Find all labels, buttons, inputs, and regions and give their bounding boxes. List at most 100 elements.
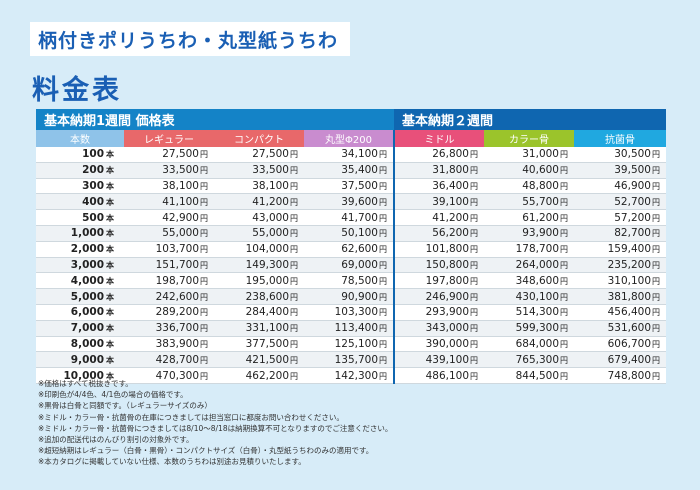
price-table-body: 100 本 27,500円 27,500円 34,100円 26,800円 31,000円 3… [36,147,666,384]
yen-unit: 円 [290,292,298,302]
price-cell: 531,600円 [574,320,666,337]
price-cell: 82,700円 [574,225,666,242]
price-value: 101,800 [425,243,469,256]
price-cell: 679,400円 [574,351,666,369]
yen-unit: 円 [560,324,568,334]
yen-unit: 円 [290,245,298,255]
price-value: 50,100 [341,227,378,240]
price-value: 439,100 [425,353,469,366]
price-value: 48,800 [522,179,559,192]
price-cell: 428,700円 [124,351,214,369]
price-value: 159,400 [607,243,651,256]
quantity-value: 500 [82,211,104,224]
quantity-value: 7,000 [70,322,104,335]
table-row: 500 本 42,900円 43,000円 41,700円 41,200円 61,200円 5… [36,209,666,226]
yen-unit: 円 [652,245,660,255]
quantity-value: 2,000 [70,243,104,256]
price-value: 684,000 [515,337,559,350]
table-row: 5,000 本 242,600円 238,600円 90,900円 246,900円 430… [36,288,666,305]
price-cell: 31,000円 [484,147,574,163]
yen-unit: 円 [470,229,478,239]
price-cell: 46,900円 [574,178,666,195]
price-cell: 61,200円 [484,209,574,226]
quantity-value: 8,000 [70,337,104,350]
price-cell: 78,500円 [304,272,394,290]
column-header: コンパクト [214,130,304,147]
yen-unit: 円 [560,260,568,270]
price-value: 514,300 [515,306,559,319]
yen-unit: 円 [560,213,568,223]
price-cell: 36,400円 [393,178,484,195]
price-value: 142,300 [334,369,378,382]
price-cell: 26,800円 [393,147,484,163]
quantity-value: 100 [82,148,104,161]
price-cell: 34,100円 [304,147,394,163]
price-cell: 178,700円 [484,241,574,258]
yen-unit: 円 [200,181,208,191]
price-value: 82,700 [614,227,651,240]
price-cell: 844,500円 [484,367,574,384]
yen-unit: 円 [560,245,568,255]
price-value: 26,800 [432,148,469,161]
yen-unit: 円 [290,197,298,207]
column-header: ミドル [393,130,484,147]
price-cell: 421,500円 [214,351,304,369]
price-cell: 103,300円 [304,304,394,321]
yen-unit: 円 [560,355,568,365]
price-cell: 765,300円 [484,351,574,369]
price-cell: 456,400円 [574,304,666,321]
price-value: 103,700 [155,243,199,256]
quantity-cell: 10,000 本 [36,367,124,384]
note-item: ※印刷色が4/4色、4/1色の場合の価格です。 [38,390,188,400]
price-value: 679,400 [607,353,651,366]
price-value: 242,600 [155,290,199,303]
quantity-cell: 8,000 本 [36,336,124,353]
yen-unit: 円 [200,308,208,318]
price-cell: 343,000円 [393,320,484,337]
price-value: 150,800 [425,258,469,271]
price-cell: 41,100円 [124,193,214,211]
price-table: 本数 レギュラー コンパクト 丸型Φ200 ミドル カラー骨 抗菌骨 100 本 27,500円… [36,130,666,384]
price-value: 41,700 [341,211,378,224]
note-item: ※黒骨は白骨と同額です。（レギュラーサイズのみ） [38,401,212,411]
price-value: 78,500 [341,274,378,287]
price-cell: 38,100円 [214,178,304,195]
yen-unit: 円 [470,245,478,255]
price-cell: 348,600円 [484,272,574,290]
table-row: 300 本 38,100円 38,100円 37,500円 36,400円 48,800円 4… [36,178,666,195]
price-value: 93,900 [522,227,559,240]
quantity-cell: 500 本 [36,209,124,226]
price-cell: 135,700円 [304,351,394,369]
yen-unit: 円 [379,308,387,318]
price-cell: 246,900円 [393,288,484,305]
yen-unit: 円 [470,324,478,334]
price-value: 104,000 [245,243,289,256]
price-value: 310,100 [607,274,651,287]
quantity-unit: 本 [106,324,114,334]
price-cell: 381,800円 [574,288,666,305]
price-cell: 41,200円 [393,209,484,226]
price-value: 35,400 [341,164,378,177]
yen-unit: 円 [290,213,298,223]
yen-unit: 円 [652,229,660,239]
price-value: 606,700 [607,337,651,350]
quantity-unit: 本 [106,150,114,160]
yen-unit: 円 [470,213,478,223]
yen-unit: 円 [379,181,387,191]
yen-unit: 円 [560,371,568,381]
price-cell: 151,700円 [124,257,214,274]
price-cell: 39,600円 [304,193,394,211]
price-value: 390,000 [425,337,469,350]
price-cell: 41,200円 [214,193,304,211]
price-cell: 93,900円 [484,225,574,242]
price-cell: 38,100円 [124,178,214,195]
price-table-container: 基本納期1週間 価格表 基本納期２週間 本数 レギュラー コンパクト 丸型Φ200 ミド… [36,109,666,384]
price-value: 39,100 [432,195,469,208]
price-cell: 37,500円 [304,178,394,195]
price-value: 198,700 [155,274,199,287]
price-value: 599,300 [515,322,559,335]
price-cell: 33,500円 [124,162,214,179]
price-value: 55,700 [522,195,559,208]
price-value: 42,900 [162,211,199,224]
price-cell: 62,600円 [304,241,394,258]
